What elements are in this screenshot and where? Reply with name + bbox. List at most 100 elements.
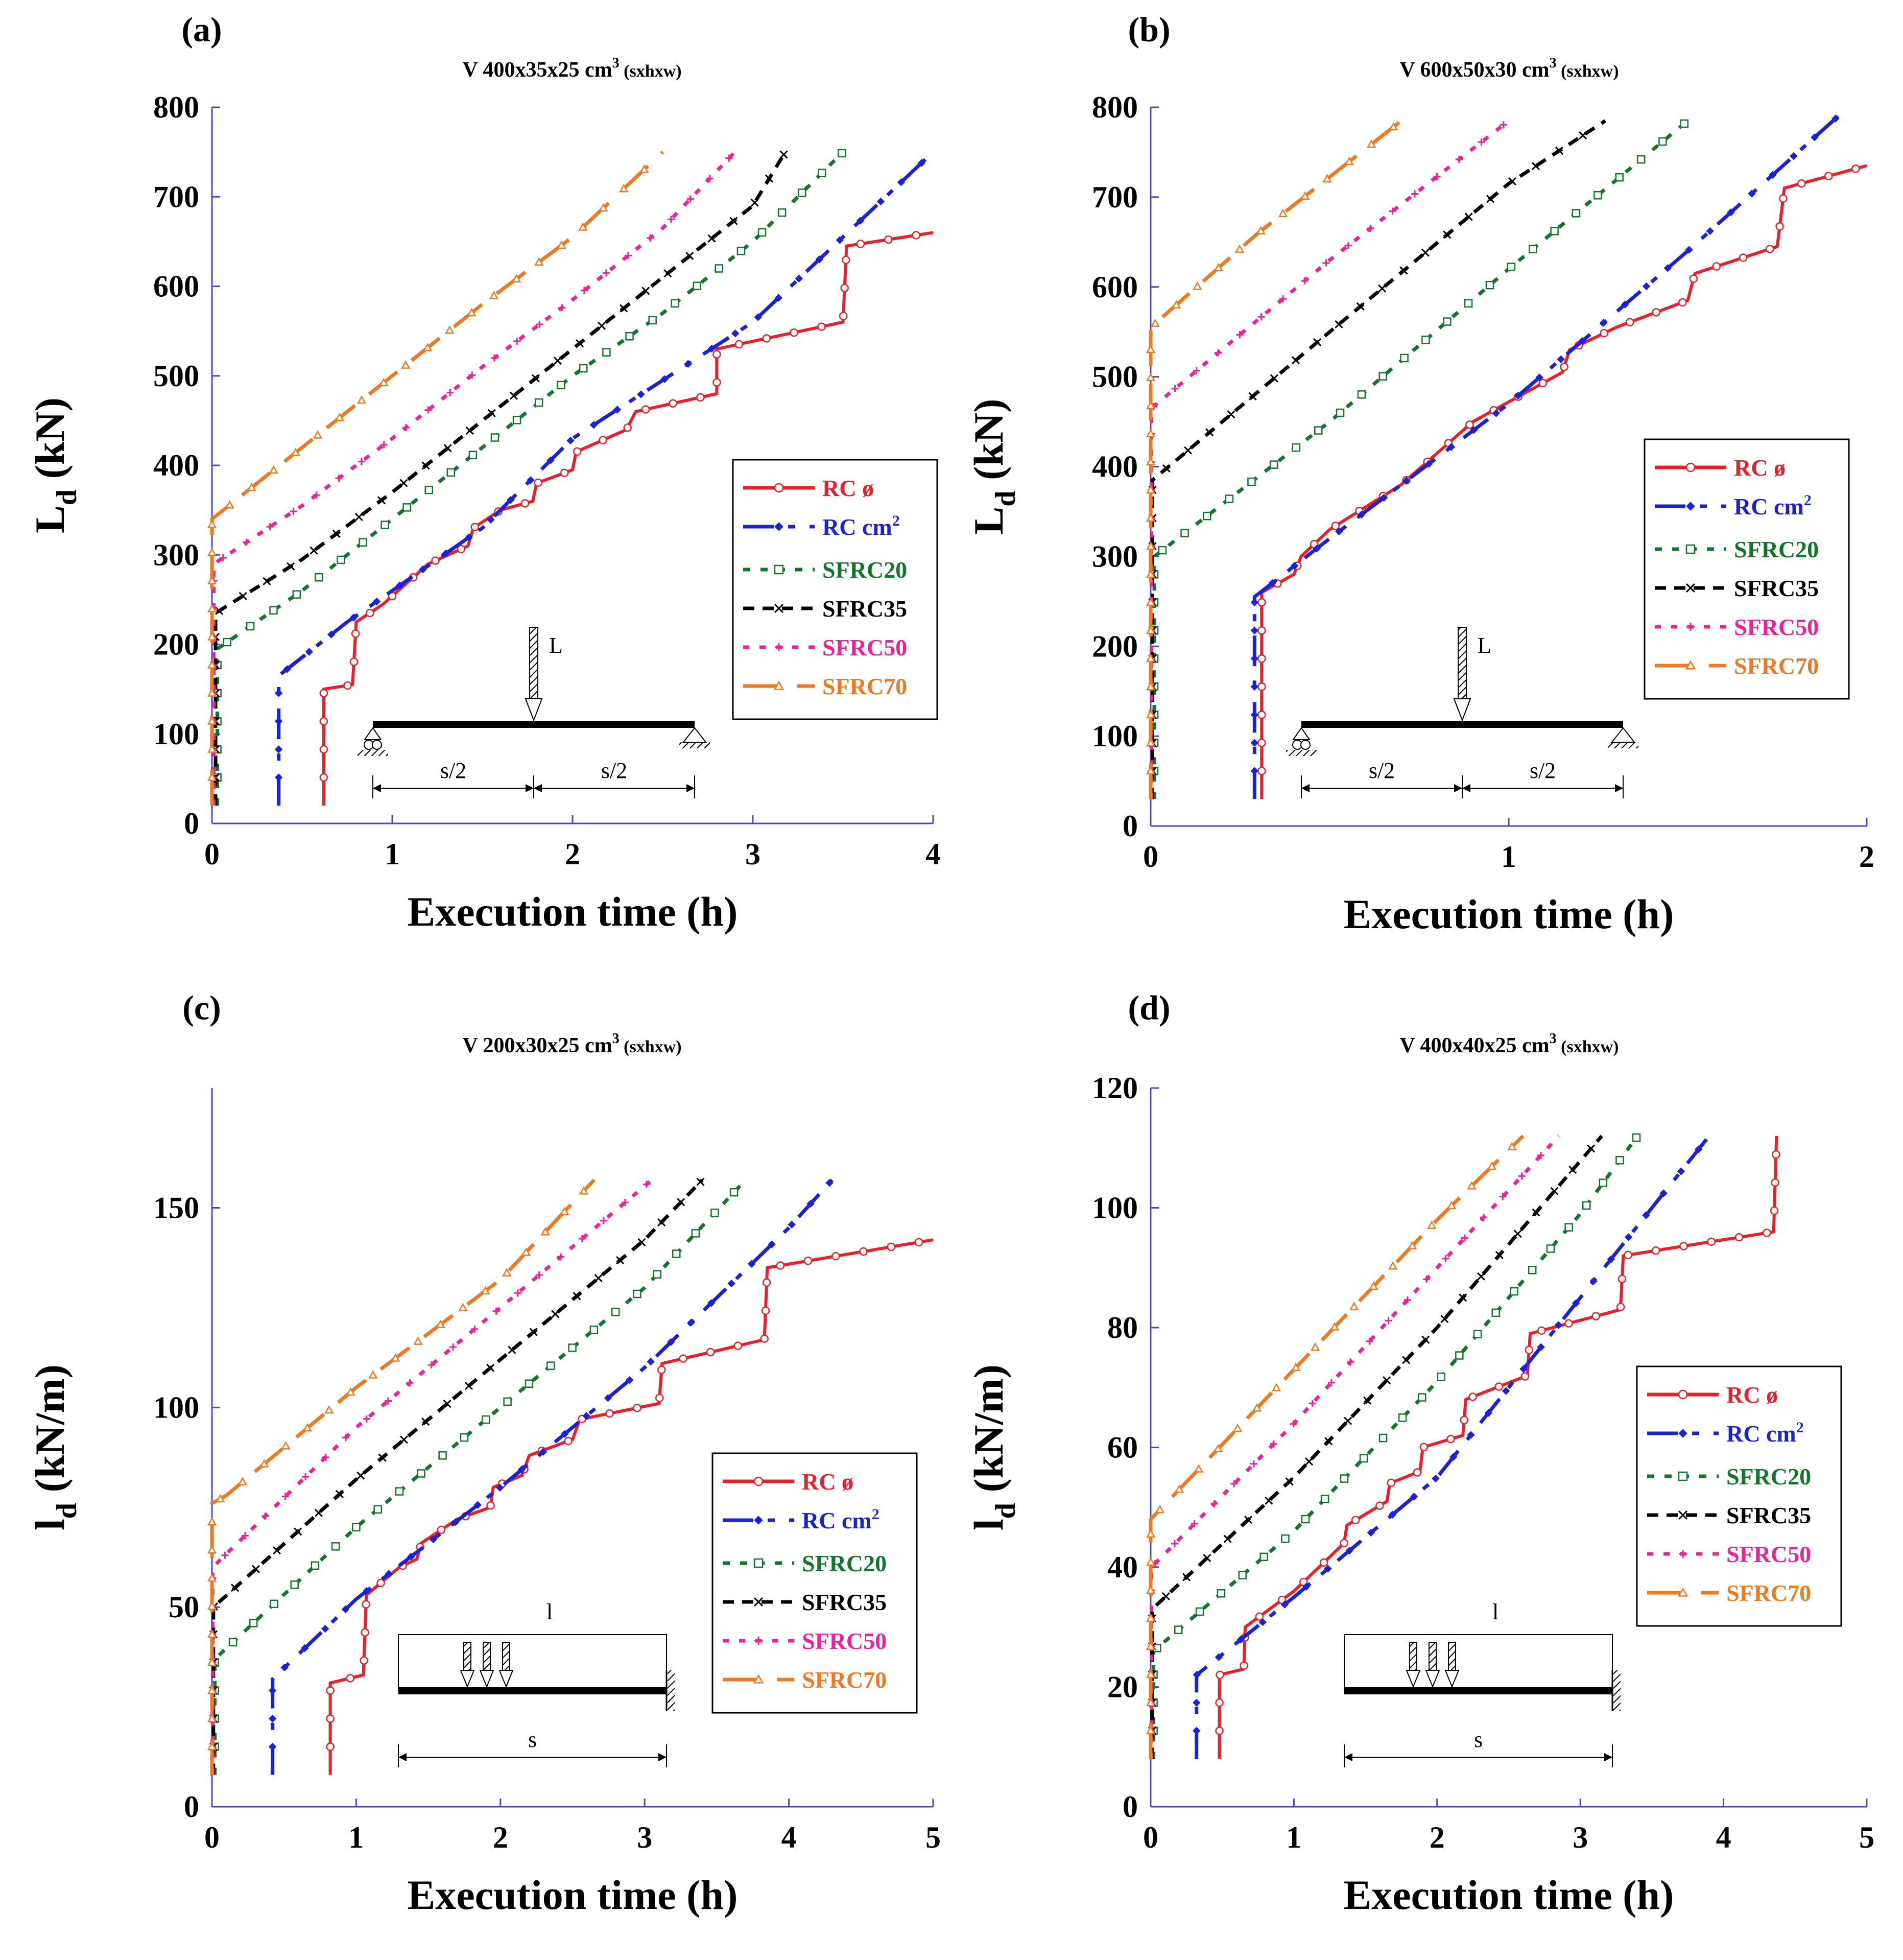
y-tick-label: 700: [153, 180, 199, 214]
data-point: [396, 581, 404, 589]
data-point: [653, 1270, 661, 1279]
data-point: [349, 613, 358, 622]
y-tick-label: 100: [153, 717, 199, 751]
data-point: [1174, 1625, 1183, 1634]
y-tick-label: 300: [153, 538, 199, 572]
data-point: [641, 405, 650, 414]
data-point: [315, 573, 323, 582]
data-point: [1349, 1302, 1359, 1310]
data-point: [1408, 1241, 1417, 1249]
data-point: [1250, 739, 1258, 747]
data-point: [1775, 222, 1784, 231]
y-tick-label: 20: [1107, 1670, 1138, 1704]
data-point: [239, 592, 247, 600]
data-point: [228, 1638, 237, 1647]
legend-label: SFRC20: [802, 1550, 887, 1576]
legend-item: SFRC70: [1655, 653, 1819, 679]
series-sfrc70: [1146, 1135, 1525, 1759]
data-point: [378, 377, 389, 387]
data-point: [693, 281, 702, 290]
data-point: [365, 608, 374, 618]
data-point: [817, 322, 826, 331]
data-point: [207, 1741, 217, 1751]
data-point: [326, 1714, 335, 1723]
data-point: [1531, 161, 1540, 171]
data-point: [424, 406, 432, 414]
data-point: [1313, 338, 1322, 347]
data-point: [725, 154, 733, 162]
x-axis-label: Execution time (h): [408, 888, 738, 935]
data-point: [442, 549, 450, 558]
data-point: [467, 308, 477, 317]
data-point: [1459, 1293, 1467, 1302]
legend-item: SFRC20: [723, 1550, 887, 1576]
data-point: [380, 441, 388, 448]
data-point: [1659, 1189, 1668, 1197]
data-point: [443, 1400, 451, 1408]
data-point: [831, 1251, 840, 1261]
data-point: [1379, 493, 1388, 502]
series-line: [210, 151, 664, 806]
data-point: [637, 390, 645, 398]
data-point: [1615, 173, 1624, 182]
data-point: [1402, 477, 1411, 485]
data-point: [1636, 155, 1646, 164]
data-point: [1537, 1326, 1546, 1335]
data-point: [696, 1177, 705, 1186]
x-tick-label: 4: [925, 837, 941, 871]
data-point: [489, 291, 499, 299]
data-point: [302, 1473, 310, 1481]
data-point: [1158, 546, 1167, 555]
data-point: [1310, 1342, 1320, 1351]
data-point: [1685, 246, 1693, 254]
data-point: [1467, 1431, 1475, 1439]
series-sfrc70: [207, 151, 664, 806]
data-point: [1367, 224, 1374, 232]
data-point: [362, 1600, 370, 1609]
data-point: [1680, 119, 1689, 128]
data-point: [1385, 1317, 1392, 1325]
data-point: [419, 565, 427, 574]
data-point: [1252, 1403, 1262, 1412]
data-point: [534, 478, 542, 487]
data-point: [684, 360, 692, 368]
data-point: [1281, 1534, 1290, 1543]
data-point: [263, 577, 271, 585]
data-point: [1194, 1464, 1204, 1473]
load-arrow: [463, 1642, 471, 1671]
data-point: [207, 1517, 217, 1526]
legend-label: SFRC70: [1726, 1580, 1811, 1606]
x-tick-label: 2: [1430, 1821, 1445, 1854]
data-point: [1305, 1457, 1314, 1466]
data-point: [372, 597, 381, 606]
legend-marker: [1678, 1471, 1688, 1481]
data-point: [290, 508, 297, 515]
data-point: [561, 1430, 569, 1438]
data-point: [207, 1573, 217, 1582]
data-point: [1225, 494, 1234, 503]
data-point: [1344, 156, 1354, 166]
data-point: [1257, 313, 1265, 321]
series-rc-cm2: [274, 151, 935, 806]
y-tick-label: 400: [1092, 450, 1138, 484]
data-point: [747, 1260, 756, 1268]
data-point: [1514, 391, 1523, 400]
beam: [1344, 1687, 1612, 1694]
legend-label: SFRC20: [1734, 536, 1819, 562]
data-point: [319, 689, 328, 698]
data-point: [259, 1459, 269, 1468]
chart-panel-c: (c)V 200x30x25 cm3 (sxhxw)0 1 2 3 4 505010015…: [27, 988, 941, 1918]
data-point: [395, 1487, 404, 1496]
data-point: [803, 1257, 813, 1265]
data-point: [856, 217, 865, 225]
data-point: [490, 354, 498, 362]
data-point: [1677, 1167, 1685, 1175]
y-tick-label: 600: [153, 270, 199, 303]
data-point: [1663, 264, 1672, 272]
data-point: [380, 521, 389, 529]
data-point: [1322, 174, 1332, 183]
data-point: [402, 503, 411, 512]
data-point: [274, 717, 283, 725]
data-point: [1404, 1296, 1411, 1304]
legend-marker: [773, 680, 784, 690]
